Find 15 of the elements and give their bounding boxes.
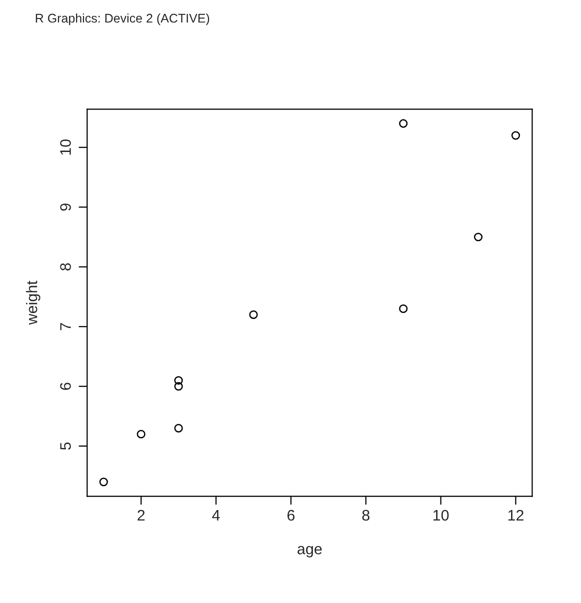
x-tick-label: 10 [433,510,449,521]
x-tick-label: 4 [212,510,220,521]
y-tick-label: 7 [60,323,71,330]
y-tick-label: 6 [60,382,71,390]
x-tick-label: 2 [138,510,145,521]
x-tick-label: 12 [508,510,524,521]
x-tick-label: 6 [287,510,295,521]
y-axis-title: weight [26,280,40,325]
y-tick-label: 9 [60,204,71,211]
y-tick-label: 8 [60,263,71,270]
y-tick-label: 10 [60,139,71,155]
x-tick-label: 8 [362,510,370,521]
text: R Graphics: Device 2 (ACTIVE) [36,13,210,26]
y-tick-label: 5 [60,442,71,450]
x-axis-title: age [298,546,322,558]
